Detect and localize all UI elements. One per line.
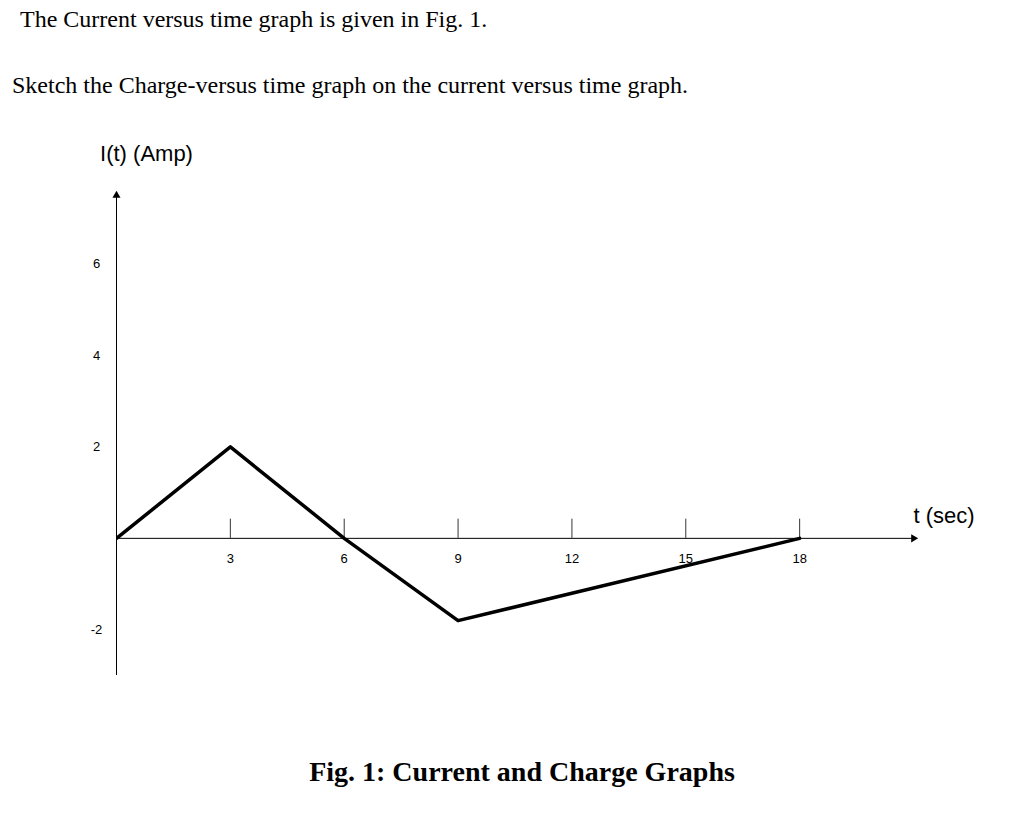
svg-text:6: 6 bbox=[341, 551, 348, 566]
html-text:The Current versus time graph: The Current versus time graph is given i… bbox=[20, 6, 488, 32]
html-text:Sketch the Charge-versus time: Sketch the Charge-versus time graph on t… bbox=[12, 72, 688, 98]
svg-text:9: 9 bbox=[454, 551, 461, 566]
svg-text:12: 12 bbox=[565, 551, 579, 566]
svg-text:I(t) (Amp): I(t) (Amp) bbox=[100, 141, 193, 166]
svg-text:6: 6 bbox=[93, 256, 100, 271]
svg-text:3: 3 bbox=[227, 551, 234, 566]
svg-text:15: 15 bbox=[678, 550, 693, 566]
svg-text:t (sec): t (sec) bbox=[914, 503, 975, 528]
svg-text:4: 4 bbox=[93, 348, 100, 363]
svg-text:-2: -2 bbox=[91, 622, 103, 637]
svg-text:2: 2 bbox=[93, 439, 100, 454]
svg-text:18: 18 bbox=[792, 551, 806, 566]
html-text:Fig. 1: Current and Charge Gra: Fig. 1: Current and Charge Graphs bbox=[309, 756, 735, 787]
